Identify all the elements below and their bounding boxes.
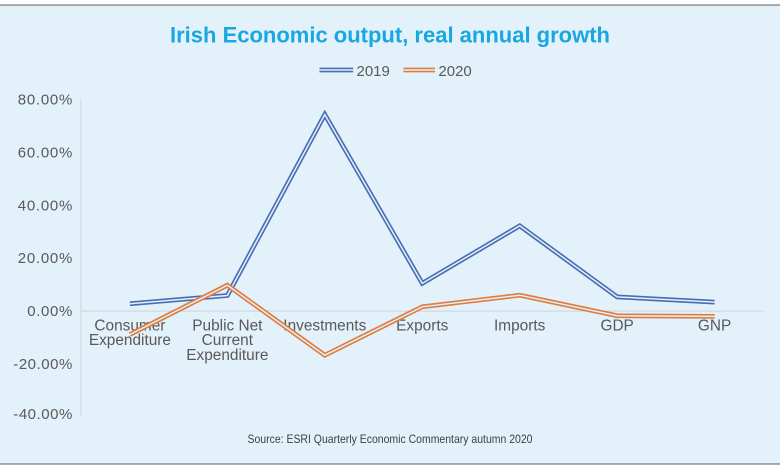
svg-text:Source: ESRI Quarterly Economi: Source: ESRI Quarterly Economic Commenta…	[248, 432, 533, 446]
svg-text:40.00%: 40.00%	[18, 197, 73, 214]
svg-text:Irish Economic output, real an: Irish Economic output, real annual growt…	[170, 23, 610, 48]
svg-text:60.00%: 60.00%	[18, 145, 73, 162]
svg-text:GDP: GDP	[600, 318, 633, 335]
svg-text:-20.00%: -20.00%	[13, 356, 72, 373]
svg-text:0.00%: 0.00%	[27, 303, 72, 320]
svg-text:20.00%: 20.00%	[18, 250, 73, 267]
svg-text:Exports: Exports	[396, 318, 448, 335]
svg-text:2020: 2020	[438, 63, 471, 80]
svg-text:Imports: Imports	[494, 318, 546, 335]
svg-text:GNP: GNP	[698, 318, 731, 335]
svg-text:80.00%: 80.00%	[18, 92, 73, 109]
svg-text:-40.00%: -40.00%	[13, 406, 72, 423]
svg-text:Investments: Investments	[283, 318, 366, 335]
svg-text:2019: 2019	[357, 63, 390, 80]
